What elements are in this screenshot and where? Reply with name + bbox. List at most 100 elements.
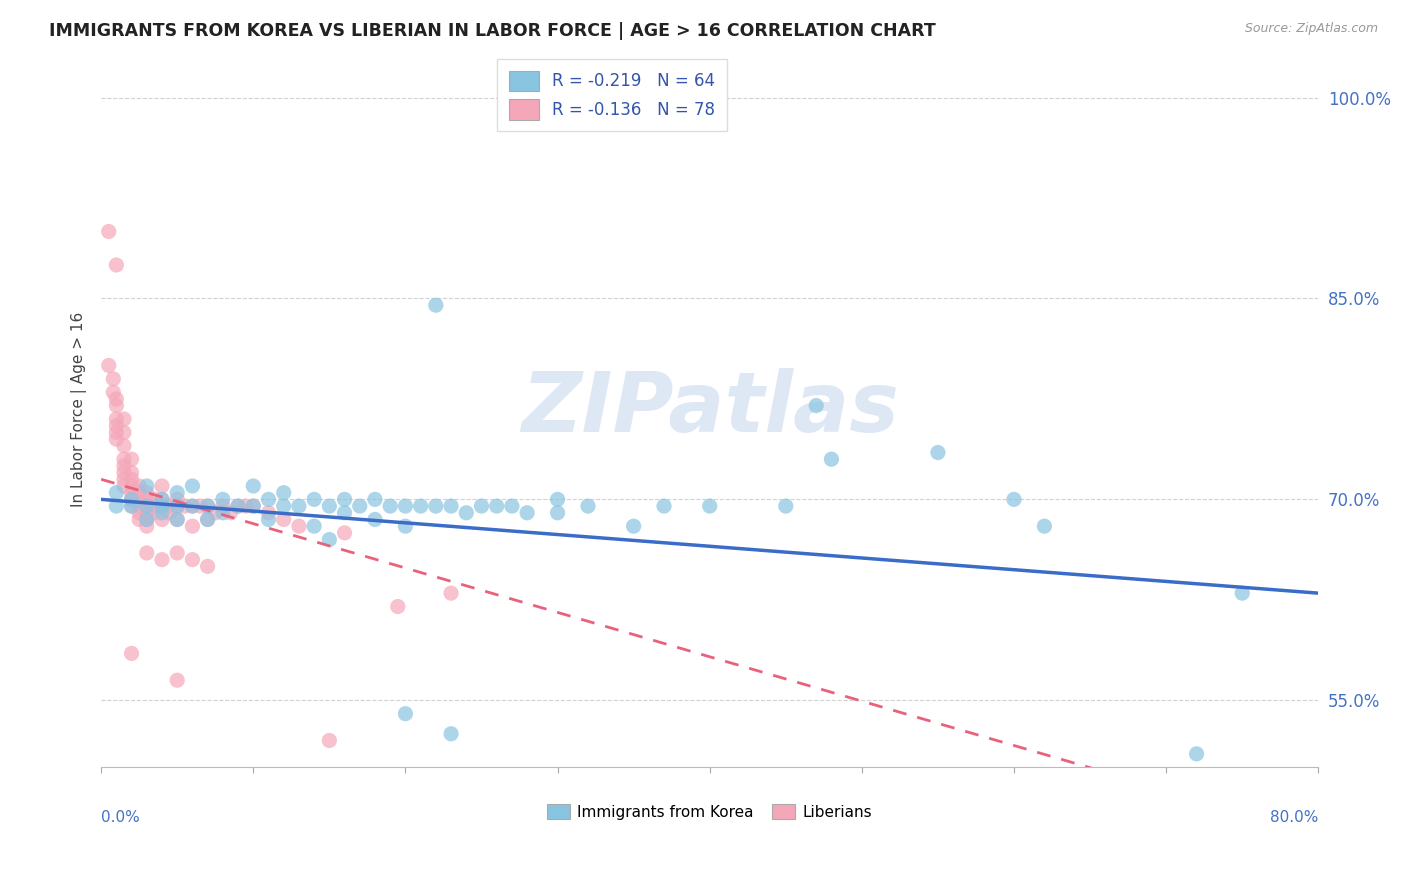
Point [211, 492, 233, 507]
Point [211, 506, 233, 520]
Point [440, 727, 463, 741]
Point [273, 485, 295, 500]
Point [806, 399, 828, 413]
Point [121, 647, 143, 661]
Point [188, 499, 211, 513]
Point [112, 425, 135, 440]
Point [547, 492, 569, 507]
Point [121, 479, 143, 493]
Point [128, 485, 150, 500]
Point [456, 506, 478, 520]
Point [103, 372, 125, 386]
Point [135, 519, 157, 533]
Point [166, 499, 188, 513]
Point [166, 492, 188, 507]
Point [1185, 747, 1208, 761]
Point [699, 499, 721, 513]
Point [302, 492, 325, 507]
Point [135, 499, 157, 513]
Point [652, 499, 675, 513]
Point [197, 499, 219, 513]
Point [135, 506, 157, 520]
Point [128, 479, 150, 493]
Point [302, 519, 325, 533]
Legend: R = -0.219   N = 64, R = -0.136   N = 78: R = -0.219 N = 64, R = -0.136 N = 78 [498, 59, 727, 131]
Point [226, 499, 249, 513]
Point [197, 512, 219, 526]
Point [318, 533, 340, 547]
Point [150, 499, 173, 513]
Point [470, 499, 492, 513]
Point [121, 492, 143, 507]
Point [166, 673, 188, 688]
Point [623, 519, 645, 533]
Text: ZIPatlas: ZIPatlas [520, 368, 898, 450]
Point [135, 512, 157, 526]
Point [927, 445, 949, 459]
Point [257, 492, 280, 507]
Point [143, 492, 166, 507]
Point [387, 599, 409, 614]
Point [242, 479, 264, 493]
Point [135, 499, 157, 513]
Point [242, 499, 264, 513]
Point [112, 458, 135, 473]
Point [150, 552, 173, 566]
Point [501, 499, 523, 513]
Text: 80.0%: 80.0% [1270, 810, 1319, 825]
Point [273, 512, 295, 526]
Point [112, 472, 135, 486]
Point [364, 492, 387, 507]
Point [349, 499, 371, 513]
Point [150, 492, 173, 507]
Point [121, 485, 143, 500]
Point [166, 499, 188, 513]
Text: 0.0%: 0.0% [101, 810, 139, 825]
Point [257, 512, 280, 526]
Point [197, 499, 219, 513]
Point [143, 499, 166, 513]
Point [166, 485, 188, 500]
Point [135, 546, 157, 560]
Point [105, 392, 128, 406]
Point [226, 499, 249, 513]
Point [105, 499, 128, 513]
Point [181, 552, 204, 566]
Point [197, 512, 219, 526]
Point [257, 506, 280, 520]
Point [1232, 586, 1254, 600]
Point [128, 512, 150, 526]
Point [288, 519, 311, 533]
Point [242, 499, 264, 513]
Point [150, 512, 173, 526]
Point [820, 452, 842, 467]
Point [364, 512, 387, 526]
Point [425, 298, 447, 312]
Point [97, 359, 120, 373]
Point [105, 258, 128, 272]
Point [128, 499, 150, 513]
Point [547, 506, 569, 520]
Point [288, 499, 311, 513]
Point [150, 506, 173, 520]
Point [181, 499, 204, 513]
Point [105, 412, 128, 426]
Point [318, 499, 340, 513]
Point [105, 432, 128, 446]
Y-axis label: In Labor Force | Age > 16: In Labor Force | Age > 16 [72, 311, 87, 507]
Point [166, 546, 188, 560]
Point [105, 485, 128, 500]
Point [576, 499, 599, 513]
Point [173, 499, 195, 513]
Point [197, 559, 219, 574]
Point [121, 499, 143, 513]
Point [135, 492, 157, 507]
Point [166, 512, 188, 526]
Point [159, 506, 181, 520]
Point [121, 492, 143, 507]
Point [112, 412, 135, 426]
Point [235, 499, 257, 513]
Point [150, 492, 173, 507]
Point [121, 472, 143, 486]
Text: IMMIGRANTS FROM KOREA VS LIBERIAN IN LABOR FORCE | AGE > 16 CORRELATION CHART: IMMIGRANTS FROM KOREA VS LIBERIAN IN LAB… [49, 22, 936, 40]
